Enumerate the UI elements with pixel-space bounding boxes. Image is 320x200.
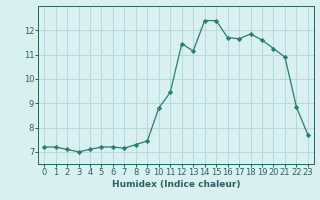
X-axis label: Humidex (Indice chaleur): Humidex (Indice chaleur) [112,180,240,189]
